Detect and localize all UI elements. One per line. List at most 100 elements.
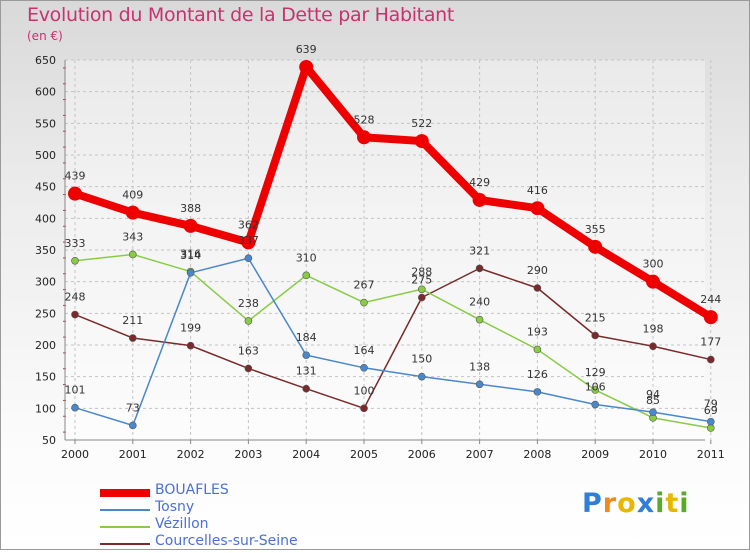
data-point (186, 341, 195, 350)
data-label: 333 (65, 237, 86, 250)
data-point (183, 218, 198, 233)
y-tick-label: 650 (35, 54, 56, 67)
data-point (417, 372, 426, 381)
logo-letter: o (617, 488, 637, 519)
data-label: 300 (643, 258, 664, 271)
data-point (475, 380, 484, 389)
data-label: 321 (469, 244, 490, 257)
data-point (244, 364, 253, 373)
series-line-Vézillon (74, 253, 712, 429)
data-label: 69 (704, 404, 718, 417)
data-point (302, 271, 311, 280)
legend-swatch (100, 526, 150, 528)
data-label: 215 (585, 312, 606, 325)
data-label: 163 (238, 344, 259, 357)
data-point (71, 256, 79, 265)
data-label: 73 (126, 401, 140, 414)
data-point (302, 384, 311, 393)
data-point (357, 130, 371, 145)
data-label: 238 (238, 297, 259, 310)
data-label: 522 (411, 117, 432, 130)
data-label: 129 (585, 366, 606, 379)
data-point (588, 239, 603, 254)
data-label: 416 (527, 184, 548, 197)
data-label: 94 (646, 388, 660, 401)
data-label: 184 (296, 331, 317, 344)
data-label: 337 (238, 234, 259, 247)
chart-unit: (en €) (27, 29, 63, 43)
data-label: 248 (65, 291, 86, 304)
data-point (360, 298, 368, 307)
data-label: 79 (704, 398, 718, 411)
series-line-Tosny (74, 257, 712, 427)
data-label: 355 (585, 223, 606, 236)
data-point (299, 59, 314, 74)
x-tick-label: 2000 (61, 448, 89, 461)
data-point (71, 310, 79, 319)
data-point (475, 264, 484, 273)
data-label: 100 (354, 384, 375, 397)
data-point (472, 192, 487, 207)
y-tick-label: 450 (35, 181, 56, 194)
data-label: 138 (469, 360, 490, 373)
data-point (129, 250, 137, 259)
legend-label: BOUAFLES (155, 482, 229, 498)
x-tick-label: 2007 (466, 448, 494, 461)
data-point (302, 351, 311, 359)
data-point (533, 388, 542, 396)
logo-letter: P (582, 488, 603, 519)
logo-letter: r (602, 488, 618, 519)
legend-swatch (100, 509, 150, 511)
data-label: 131 (296, 365, 317, 378)
y-tick-label: 250 (35, 307, 56, 320)
x-tick-label: 2005 (350, 448, 378, 461)
data-point (649, 408, 657, 416)
data-point (706, 424, 715, 432)
x-tick-label: 2008 (523, 448, 551, 461)
data-label: 106 (585, 381, 606, 394)
data-label: 639 (296, 43, 317, 56)
logo-letter: i (679, 488, 690, 519)
data-point (414, 134, 429, 149)
data-label: 267 (354, 279, 375, 292)
data-point (186, 268, 195, 277)
data-point (71, 403, 79, 412)
data-label: 314 (180, 249, 201, 262)
proxiti-logo: Proxiti (582, 488, 690, 519)
data-point (417, 285, 426, 294)
legend-label: Tosny (155, 499, 195, 515)
data-point (533, 284, 542, 292)
data-point (533, 345, 542, 354)
data-point (703, 310, 718, 325)
data-point (125, 205, 140, 220)
data-label: 288 (411, 265, 432, 278)
data-label: 198 (643, 322, 664, 335)
y-tick-label: 350 (35, 244, 56, 257)
x-tick-label: 2004 (292, 448, 320, 461)
y-tick-label: 200 (35, 339, 56, 352)
legend-swatch (100, 543, 150, 545)
data-point (129, 334, 137, 342)
y-tick-label: 100 (35, 402, 56, 415)
data-point (591, 400, 600, 409)
logo-letter: i (655, 488, 666, 519)
data-label: 126 (527, 368, 548, 381)
y-tick-label: 500 (35, 149, 56, 162)
data-point (591, 386, 600, 394)
data-point (68, 186, 82, 201)
y-tick-label: 150 (35, 371, 56, 384)
data-point (360, 363, 368, 372)
data-label: 409 (122, 189, 143, 202)
x-tick-label: 2009 (581, 448, 609, 461)
data-label: 429 (469, 176, 490, 189)
data-point (417, 293, 426, 302)
data-point (649, 342, 657, 351)
data-point (646, 274, 660, 289)
data-point (475, 315, 484, 324)
data-label: 388 (180, 202, 201, 215)
data-point (129, 421, 137, 430)
data-point (241, 235, 256, 250)
data-label: 177 (700, 336, 721, 349)
data-label: 240 (469, 296, 490, 309)
